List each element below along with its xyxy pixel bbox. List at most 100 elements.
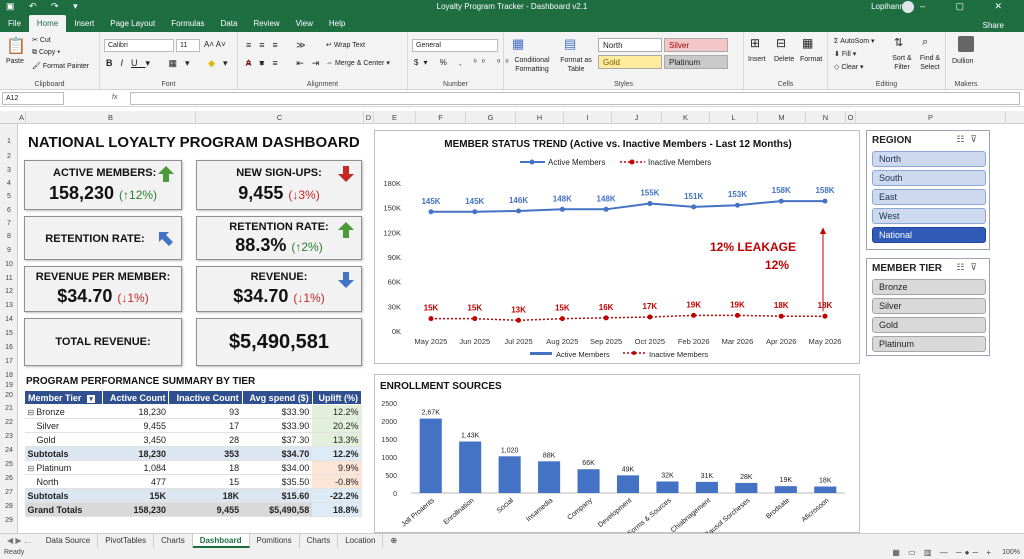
row-header[interactable]: 20 xyxy=(5,392,13,399)
style-silver[interactable]: Silver xyxy=(664,38,728,52)
row-header[interactable]: 5 xyxy=(7,193,11,200)
dullion-icon[interactable] xyxy=(958,36,974,52)
row-header[interactable]: 27 xyxy=(5,489,13,496)
row-header[interactable]: 23 xyxy=(5,433,13,440)
column-header[interactable]: C xyxy=(196,111,364,124)
column-header[interactable]: I xyxy=(564,111,612,124)
row-header[interactable]: 21 xyxy=(5,405,13,412)
row-header[interactable]: 7 xyxy=(7,220,11,227)
clear-button[interactable]: ◇ Clear ▾ xyxy=(834,64,864,71)
row-header[interactable]: 25 xyxy=(5,461,13,468)
column-header[interactable]: D xyxy=(364,111,374,124)
slicer-filter-icons[interactable]: ☷⊽ xyxy=(956,262,983,272)
fx-icon[interactable]: fx xyxy=(112,94,118,101)
conditional-formatting-button[interactable]: Conditional Formatting xyxy=(514,57,550,73)
conditional-icon[interactable]: ▦ xyxy=(512,36,525,51)
sheet-nav-arrows[interactable]: ◀ ▶ … xyxy=(7,536,32,545)
tab-file[interactable]: File xyxy=(8,19,21,28)
collapse-icon[interactable]: ⊟ xyxy=(27,407,35,417)
delete-button[interactable]: Delete xyxy=(774,56,795,63)
slicer-item-national[interactable]: National xyxy=(872,227,986,243)
row-header[interactable]: 3 xyxy=(7,167,11,174)
insert-button[interactable]: Insert xyxy=(748,56,766,63)
share-button[interactable]: Share xyxy=(982,21,1004,30)
kpi-retention-left[interactable]: RETENTION RATE: xyxy=(24,216,182,260)
row-header[interactable]: 26 xyxy=(5,475,13,482)
number-format-select[interactable]: General xyxy=(412,39,498,52)
sheet-tab-charts[interactable]: Charts xyxy=(154,534,193,548)
format-as-table-button[interactable]: Format as Table xyxy=(560,57,592,73)
tab-data[interactable]: Data xyxy=(220,19,238,28)
slicer-item-platinum[interactable]: Platinum xyxy=(872,336,986,352)
row-header[interactable]: 18 xyxy=(5,372,13,379)
enrollment-chart-panel[interactable]: ENROLLMENT SOURCES 0 500 1000 1500 2000 2500 2… xyxy=(374,374,860,539)
row-header[interactable]: 4 xyxy=(7,180,11,187)
align-icons[interactable]: ≡≡≡ ≫ xyxy=(246,40,314,50)
tab-formulas[interactable]: Formulas xyxy=(171,19,205,28)
slicer-item-bronze[interactable]: Bronze xyxy=(872,279,986,295)
format-table-icon[interactable]: ▤ xyxy=(564,36,577,51)
row-header[interactable]: 12 xyxy=(5,288,13,295)
column-header[interactable]: M xyxy=(758,111,806,124)
column-header[interactable]: K xyxy=(662,111,710,124)
filter-dropdown-icon[interactable]: ▾ xyxy=(87,394,95,403)
font-name-select[interactable]: Calibri xyxy=(104,39,174,52)
avatar[interactable] xyxy=(902,1,914,13)
row-header[interactable]: 11 xyxy=(5,275,13,282)
style-gold[interactable]: Gold xyxy=(598,55,662,69)
row-header[interactable]: 13 xyxy=(5,302,13,309)
sheet-tab-charts[interactable]: Charts xyxy=(300,534,339,548)
slicer-filter-icons[interactable]: ☷⊽ xyxy=(956,134,983,144)
autosum-button[interactable]: Σ AutoSom ▾ xyxy=(834,38,875,45)
fill-button[interactable]: ⬇ Fill ▾ xyxy=(834,51,857,58)
search-icon[interactable]: ⌕ xyxy=(922,36,929,48)
formula-input[interactable] xyxy=(130,92,1020,105)
merge-center-button[interactable]: ⇔ Merge & Center ▾ xyxy=(326,60,390,67)
trend-chart-panel[interactable]: MEMBER STATUS TREND (Active vs. Inactive… xyxy=(374,130,860,364)
slicer-item-south[interactable]: South xyxy=(872,170,986,186)
tab-insert[interactable]: Insert xyxy=(74,19,95,28)
row-header[interactable]: 29 xyxy=(5,517,13,524)
sheet-tab-pomitions[interactable]: Pomitions xyxy=(250,534,300,548)
row-header[interactable]: 10 xyxy=(5,261,13,268)
row-header[interactable]: 15 xyxy=(5,330,13,337)
sheet-tab-pivottables[interactable]: PivotTables xyxy=(98,534,155,548)
kpi-total-revenue-label-card[interactable]: TOTAL REVENUE: xyxy=(24,318,182,366)
row-header[interactable]: 14 xyxy=(5,316,13,323)
view-icons[interactable]: ▦ ▭ ▥ — ─●─ + xyxy=(892,548,994,557)
kpi-active-members[interactable]: ACTIVE MEMBERS: 158,230 (↑12%) xyxy=(24,160,182,210)
slicer-item-gold[interactable]: Gold xyxy=(872,317,986,333)
row-header[interactable]: 8 xyxy=(7,233,11,240)
column-header[interactable]: J xyxy=(612,111,662,124)
format-cells-icon[interactable]: ▦ xyxy=(802,36,814,50)
row-header[interactable]: 22 xyxy=(5,419,13,426)
sort-icon[interactable]: ⇅ xyxy=(894,37,904,49)
tab-review[interactable]: Review xyxy=(253,19,280,28)
tab-view[interactable]: View xyxy=(295,19,313,28)
row-header[interactable]: 17 xyxy=(5,358,13,365)
copy-button[interactable]: ⧉ Copy ▾ xyxy=(32,49,61,56)
style-platinum[interactable]: Platinum xyxy=(664,55,728,69)
font-size-buttons[interactable]: A˄ A˅ xyxy=(204,40,226,49)
slicer-item-east[interactable]: East xyxy=(872,189,986,205)
kpi-retention-right[interactable]: RETENTION RATE: 88.3% (↑2%) xyxy=(196,216,362,260)
row-header[interactable]: 19 xyxy=(5,382,13,389)
add-sheet-icon[interactable]: ⊕ xyxy=(390,536,398,545)
row-header[interactable]: 1 xyxy=(7,138,11,145)
delete-cells-icon[interactable]: ⊟ xyxy=(776,36,787,50)
font-size-select[interactable]: 11 xyxy=(176,39,200,52)
collapse-icon[interactable]: ⊟ xyxy=(27,463,35,473)
slicer-item-north[interactable]: North xyxy=(872,151,986,167)
slicer-item-west[interactable]: West xyxy=(872,208,986,224)
sheet-tab-dashboard[interactable]: Dashboard xyxy=(192,534,250,548)
column-header[interactable]: P xyxy=(856,111,1006,124)
slicer-item-silver[interactable]: Silver xyxy=(872,298,986,314)
kpi-revenue-per-member[interactable]: REVENUE PER MEMBER: $34.70 (↓1%) xyxy=(24,266,182,312)
format-painter-button[interactable]: 🖌 Format Painter xyxy=(32,62,89,70)
wrap-text-button[interactable]: ↵ Wrap Text xyxy=(326,41,365,49)
row-header[interactable]: 28 xyxy=(5,503,13,510)
column-header[interactable]: H xyxy=(516,111,564,124)
row-header[interactable]: 2 xyxy=(7,153,11,160)
column-header[interactable]: E xyxy=(374,111,416,124)
user-name[interactable]: Lopihann xyxy=(871,2,904,11)
